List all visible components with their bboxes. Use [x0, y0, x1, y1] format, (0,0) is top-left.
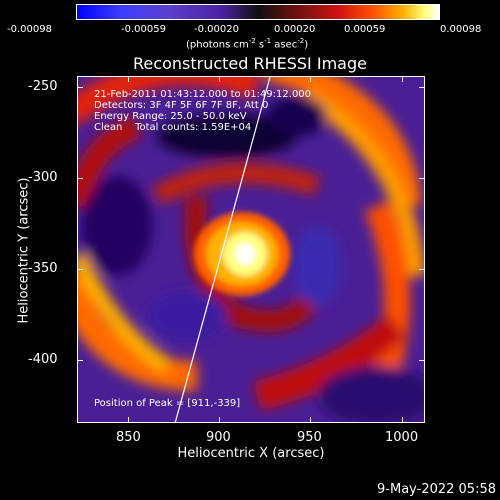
info-time-range: 21-Feb-2011 01:43:12.000 to 01:49:12.000 [94, 89, 312, 100]
y-tick-label: -250 [28, 79, 58, 94]
plot-title: Reconstructed RHESSI Image [133, 54, 367, 73]
y-tick-label: -400 [28, 352, 58, 367]
info-detectors: Detectors: 3F 4F 5F 6F 7F 8F, Att 0 [94, 100, 269, 111]
colorbar-units: (photons cm-2 s-1 asec-2) [186, 37, 309, 51]
rhessi-image-canvas [77, 76, 425, 423]
generated-timestamp: 9-May-2022 05:58 [377, 482, 496, 497]
x-tick-label: 850 [116, 430, 141, 445]
colorbar-ticks: -0.00098 -0.00059 -0.00020 0.00020 0.000… [0, 24, 500, 38]
colorbar-tick-label: -0.00098 [7, 24, 52, 35]
y-axis-title: Heliocentric Y (arcsec) [16, 177, 32, 324]
colorbar-tick-label: -0.00020 [194, 24, 239, 35]
info-energy-range: Energy Range: 25.0 - 50.0 keV [94, 111, 247, 122]
x-tick-label: 900 [206, 430, 231, 445]
colorbar-tick-label: 0.00098 [440, 24, 482, 35]
y-tick-label: -350 [28, 261, 58, 276]
colorbar-tick-label: 0.00020 [274, 24, 316, 35]
x-axis-title: Heliocentric X (arcsec) [177, 446, 325, 461]
observation-info: 21-Feb-2011 01:43:12.000 to 01:49:12.000… [94, 89, 311, 133]
colorbar-tick-label: -0.00059 [121, 24, 166, 35]
rhessi-image [77, 76, 425, 423]
solar-limb-line [174, 76, 271, 423]
peak-position: Position of Peak = [911,-339] [94, 398, 241, 409]
x-tick-label: 950 [297, 430, 322, 445]
y-tick-label: -300 [28, 170, 58, 185]
colorbar-tick-label: 0.00059 [344, 24, 386, 35]
colorbar [76, 4, 440, 20]
info-clean-counts: Clean Total counts: 1.59E+04 [94, 122, 252, 133]
x-tick-label: 1000 [385, 430, 419, 445]
